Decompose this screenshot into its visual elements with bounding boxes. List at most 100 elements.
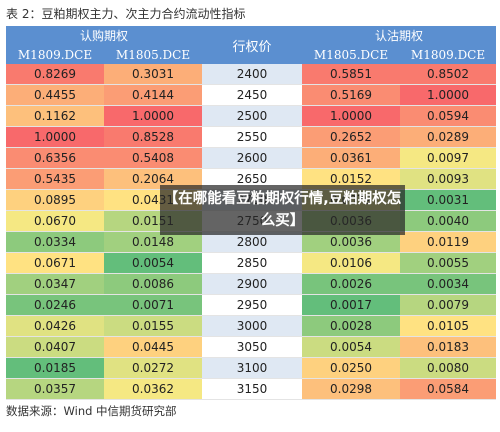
value-cell: 0.0097 (400, 147, 497, 169)
table-row: 0.5435 0.2064 2650 0.0152 0.0093 (6, 168, 497, 190)
value-cell: 0.0054 (302, 336, 401, 358)
strike-cell: 2850 (202, 252, 303, 274)
strike-cell: 2800 (202, 231, 303, 253)
strike-cell: 2900 (202, 273, 303, 295)
value-cell: 1.0000 (302, 105, 401, 127)
value-cell: 0.0079 (400, 294, 497, 316)
strike-cell: 2450 (202, 84, 303, 106)
value-cell: 0.0407 (6, 336, 104, 358)
group-header: 认购期权 (6, 26, 203, 45)
value-cell: 0.0017 (302, 294, 401, 316)
title: 表 2：豆粕期权主力、次主力合约流动性指标 (6, 7, 246, 21)
strike-cell: 3050 (202, 336, 303, 358)
data-table: 认购期权 行权价 认沽期权 M1809.DCE M1805.DCE M1805.DC… (6, 26, 497, 400)
value-cell: 0.0671 (6, 252, 104, 274)
value-cell: 0.0105 (400, 315, 497, 337)
table-row: 0.0246 0.0071 2950 0.0017 0.0079 (6, 294, 497, 316)
overlay-caption: 【在哪能看豆粕期权行情,豆粕期权怎么买】 (160, 185, 405, 235)
column-header: M1809.DCE (400, 45, 497, 64)
value-cell: 0.0148 (104, 231, 203, 253)
value-cell: 0.0362 (104, 378, 203, 400)
value-cell: 0.0155 (104, 315, 203, 337)
value-cell: 0.0246 (6, 294, 104, 316)
value-cell: 0.0298 (302, 378, 401, 400)
table-row: 0.8269 0.3031 2400 0.5851 0.8502 (6, 64, 497, 85)
source-note: 数据来源：Wind 中信期货研究部 (6, 404, 177, 418)
table-row: 0.0334 0.0148 2800 0.0036 0.0119 (6, 231, 497, 253)
value-cell: 0.2064 (104, 168, 203, 190)
value-cell: 0.0031 (400, 189, 497, 211)
value-cell: 0.3031 (104, 64, 203, 85)
table-row: 0.0357 0.0362 3150 0.0298 0.0584 (6, 378, 497, 400)
value-cell: 0.0895 (6, 189, 104, 211)
strike-cell: 3150 (202, 378, 303, 400)
value-cell: 0.0183 (400, 336, 497, 358)
table-row: 1.0000 0.8528 2550 0.2652 0.0289 (6, 126, 497, 148)
value-cell: 0.0361 (302, 147, 401, 169)
strike-cell: 3000 (202, 315, 303, 337)
value-cell: 0.5169 (302, 84, 401, 106)
column-header: M1809.DCE (6, 45, 104, 64)
value-cell: 0.0054 (104, 252, 203, 274)
value-cell: 0.0347 (6, 273, 104, 295)
value-cell: 0.0080 (400, 357, 497, 379)
strike-cell: 2400 (202, 64, 303, 85)
table-row: 0.0671 0.0054 2850 0.0106 0.0055 (6, 252, 497, 274)
value-cell: 0.0036 (302, 231, 401, 253)
value-cell: 1.0000 (6, 126, 104, 148)
strike-cell: 3100 (202, 357, 303, 379)
value-cell: 0.0152 (302, 168, 401, 190)
value-cell: 0.2652 (302, 126, 401, 148)
strike-cell: 2650 (202, 168, 303, 190)
value-cell: 0.0086 (104, 273, 203, 295)
strike-cell: 2950 (202, 294, 303, 316)
table-row: 0.0185 0.0272 3100 0.0250 0.0080 (6, 357, 497, 379)
value-cell: 0.0426 (6, 315, 104, 337)
value-cell: 0.5435 (6, 168, 104, 190)
table-row: 0.0347 0.0086 2900 0.0026 0.0034 (6, 273, 497, 295)
value-cell: 0.8269 (6, 64, 104, 85)
value-cell: 1.0000 (104, 105, 203, 127)
value-cell: 0.1162 (6, 105, 104, 127)
value-cell: 0.6356 (6, 147, 104, 169)
value-cell: 0.0055 (400, 252, 497, 274)
value-cell: 0.0040 (400, 210, 497, 232)
column-header: M1805.DCE (104, 45, 203, 64)
value-cell: 0.0670 (6, 210, 104, 232)
value-cell: 0.5408 (104, 147, 203, 169)
value-cell: 0.0250 (302, 357, 401, 379)
value-cell: 0.0594 (400, 105, 497, 127)
group-header: 认沽期权 (302, 26, 497, 45)
table-row: 0.0426 0.0155 3000 0.0028 0.0105 (6, 315, 497, 337)
value-cell: 0.0119 (400, 231, 497, 253)
value-cell: 0.8502 (400, 64, 497, 85)
value-cell: 0.5851 (302, 64, 401, 85)
value-cell: 0.0334 (6, 231, 104, 253)
table-row: 0.0407 0.0445 3050 0.0054 0.0183 (6, 336, 497, 358)
value-cell: 0.0445 (104, 336, 203, 358)
value-cell: 0.4455 (6, 84, 104, 106)
value-cell: 0.8528 (104, 126, 203, 148)
value-cell: 0.4144 (104, 84, 203, 106)
value-cell: 0.0026 (302, 273, 401, 295)
column-header: M1805.DCE (302, 45, 401, 64)
table-row: 0.1162 1.0000 2500 1.0000 0.0594 (6, 105, 497, 127)
table-row: 0.6356 0.5408 2600 0.0361 0.0097 (6, 147, 497, 169)
value-cell: 1.0000 (400, 84, 497, 106)
value-cell: 0.0357 (6, 378, 104, 400)
strike-cell: 2600 (202, 147, 303, 169)
value-cell: 0.0034 (400, 273, 497, 295)
value-cell: 0.0106 (302, 252, 401, 274)
value-cell: 0.0584 (400, 378, 497, 400)
table-row: 0.4455 0.4144 2450 0.5169 1.0000 (6, 84, 497, 106)
group-header: 行权价 (202, 26, 303, 64)
value-cell: 0.0093 (400, 168, 497, 190)
strike-cell: 2550 (202, 126, 303, 148)
value-cell: 0.0289 (400, 126, 497, 148)
value-cell: 0.0272 (104, 357, 203, 379)
value-cell: 0.0185 (6, 357, 104, 379)
value-cell: 0.0071 (104, 294, 203, 316)
strike-cell: 2500 (202, 105, 303, 127)
value-cell: 0.0028 (302, 315, 401, 337)
